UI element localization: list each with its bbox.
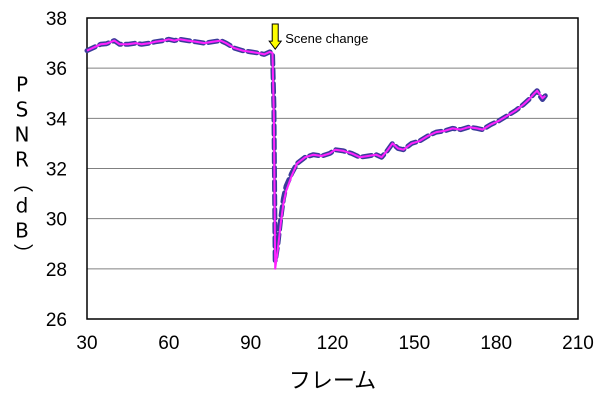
- x-tick-label: 90: [240, 333, 261, 354]
- x-tick-label: 120: [317, 333, 349, 354]
- y-axis-label: PSNR（dB）: [10, 73, 34, 265]
- series-line-2: [86, 38, 546, 270]
- y-axis-ticks: 26 28 30 32 34 36 38: [46, 9, 68, 331]
- x-tick-label: 60: [158, 333, 179, 354]
- arrow-down-icon: [268, 23, 283, 50]
- x-axis-label: フレーム: [289, 369, 376, 394]
- y-tick-label: 38: [46, 9, 67, 30]
- y-tick-label: 32: [46, 160, 67, 181]
- y-tick-label: 36: [46, 59, 67, 80]
- x-tick-label: 30: [76, 333, 97, 354]
- x-tick-label: 150: [398, 333, 430, 354]
- x-tick-label: 210: [562, 333, 594, 354]
- y-tick-label: 30: [46, 210, 67, 231]
- x-axis-ticks: 30 60 90 120 150 180 210: [76, 333, 593, 354]
- x-tick-label: 180: [480, 333, 512, 354]
- series-group: [84, 36, 548, 270]
- y-tick-label: 26: [46, 310, 67, 331]
- y-tick-label: 28: [46, 260, 67, 281]
- scene-change-annotation: Scene change: [268, 23, 368, 50]
- plot-area: [86, 17, 579, 320]
- y-tick-label: 34: [46, 109, 68, 130]
- gridlines: [87, 17, 578, 320]
- series-line-1: [84, 36, 548, 264]
- scene-change-label: Scene change: [285, 31, 368, 46]
